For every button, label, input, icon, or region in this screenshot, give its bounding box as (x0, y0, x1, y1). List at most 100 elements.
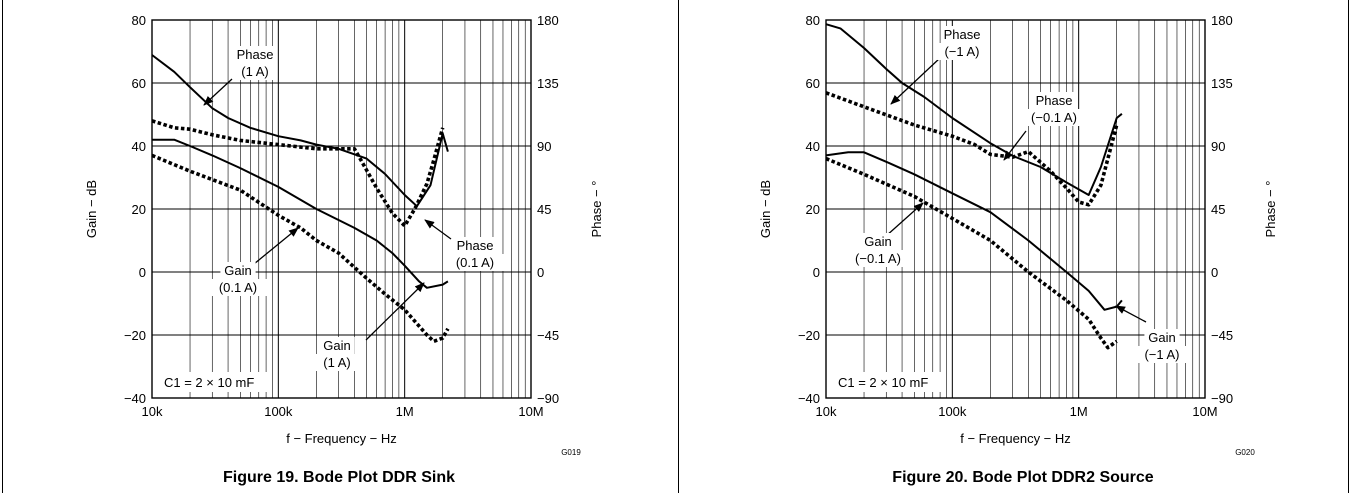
left-border (2, 0, 3, 493)
y-tick-label: 80 (132, 13, 146, 28)
y2-tick-label: 180 (537, 13, 559, 28)
annotation-background (453, 237, 497, 254)
series-annotation-label: (−1 A) (1144, 347, 1179, 362)
x-tick-label: 100k (938, 404, 967, 419)
y-axis-title: Gain − dB (758, 180, 773, 238)
y2-tick-label: −90 (537, 391, 559, 406)
annotation-background (940, 26, 984, 43)
series-annotation-label: Phase (457, 238, 494, 253)
annotation-background (937, 43, 987, 60)
x-tick-label: 10M (1192, 404, 1217, 419)
y-tick-label: 20 (806, 202, 820, 217)
center-divider (678, 0, 679, 493)
series-annotation-label: (0.1 A) (456, 255, 494, 270)
y2-tick-label: 45 (1211, 202, 1225, 217)
annotation-background (315, 354, 359, 371)
y-axis-title: Gain − dB (84, 180, 99, 238)
right-border (1348, 0, 1349, 493)
plot-frame (151, 19, 532, 399)
y-tick-label: −40 (124, 391, 146, 406)
series-annotation-label: (−0.1 A) (855, 251, 901, 266)
y-tick-label: 80 (806, 13, 820, 28)
y-tick-label: 40 (806, 139, 820, 154)
y2-tick-label: 180 (1211, 13, 1233, 28)
y2-tick-label: −45 (537, 328, 559, 343)
y-tick-label: 0 (813, 265, 820, 280)
test-condition-note: C1 = 2 × 10 mF (164, 375, 254, 390)
y2-tick-label: −90 (1211, 391, 1233, 406)
series-annotation-label: Phase (1036, 93, 1073, 108)
annotation-background (220, 262, 256, 279)
figure-caption: Figure 19. Bode Plot DDR Sink (223, 469, 455, 486)
x-tick-label: 1M (396, 404, 414, 419)
x-tick-label: 10k (142, 404, 163, 419)
y2-axis-title: Phase − ° (589, 181, 604, 238)
y2-tick-label: −45 (1211, 328, 1233, 343)
annotation-arrow (1003, 130, 1027, 161)
series-line-4 (825, 156, 1118, 350)
series-line-1 (825, 23, 1123, 196)
y2-tick-label: 135 (1211, 76, 1233, 91)
annotation-background (1032, 92, 1076, 109)
annotation-background (1144, 329, 1180, 346)
annotation-background (1137, 346, 1187, 363)
y2-tick-label: 90 (537, 139, 551, 154)
annotation-arrow (1115, 305, 1147, 323)
annotation-background (860, 233, 896, 250)
annotation-arrow (890, 57, 941, 105)
series-line-3 (825, 151, 1123, 311)
series-annotation-label: (1 A) (241, 64, 268, 79)
annotation-background (233, 46, 277, 63)
y-tick-label: 60 (132, 76, 146, 91)
series-annotation-label: (−1 A) (944, 44, 979, 59)
series-annotation-label: (1 A) (323, 355, 350, 370)
y-tick-label: 40 (132, 139, 146, 154)
annotation-background (233, 63, 277, 80)
series-annotation-label: (−0.1 A) (1031, 110, 1077, 125)
y-tick-label: −20 (798, 328, 820, 343)
series-line-3 (152, 138, 449, 289)
series-annotation-label: Gain (323, 338, 350, 353)
annotation-arrow (203, 78, 233, 106)
series-annotation-label: Phase (237, 47, 274, 62)
y2-tick-label: 135 (537, 76, 559, 91)
y-tick-label: −40 (798, 391, 820, 406)
series-line-2 (151, 119, 445, 228)
annotation-background (209, 279, 267, 296)
bode-chart-2: −40 −20 0 20 40 60 80 −90 −45 0 45 90 135 180 10k 100k 1… (758, 13, 1278, 486)
annotation-arrow (365, 282, 425, 341)
figure-id: G019 (561, 448, 581, 457)
figure-caption: Figure 20. Bode Plot DDR2 Source (892, 469, 1153, 486)
x-tick-label: 10k (816, 404, 837, 419)
y-tick-label: 0 (139, 265, 146, 280)
bode-chart-1: −40 −20 0 20 40 60 80 −90 −45 0 45 90 135 180 10k 100k 1… (84, 13, 604, 486)
y2-tick-label: 45 (537, 202, 551, 217)
y2-tick-label: 0 (537, 265, 544, 280)
y-tick-label: −20 (124, 328, 146, 343)
annotation-arrow (253, 227, 299, 265)
x-axis-title: f − Frequency − Hz (960, 431, 1071, 446)
series-annotation-label: (0.1 A) (219, 280, 257, 295)
annotation-background (446, 254, 504, 271)
series-annotation-label: Gain (1148, 330, 1175, 345)
x-tick-label: 1M (1070, 404, 1088, 419)
series-annotation-label: Gain (864, 234, 891, 249)
note-background (160, 372, 272, 392)
note-background (834, 372, 946, 392)
y2-tick-label: 90 (1211, 139, 1225, 154)
y2-axis-title: Phase − ° (1263, 181, 1278, 238)
annotation-arrow (885, 202, 924, 237)
y-tick-label: 20 (132, 202, 146, 217)
series-annotation-label: Gain (224, 263, 251, 278)
x-tick-label: 10M (518, 404, 543, 419)
figure-id: G020 (1235, 448, 1255, 457)
annotation-background (1021, 109, 1087, 126)
test-condition-note: C1 = 2 × 10 mF (838, 375, 928, 390)
x-tick-label: 100k (264, 404, 293, 419)
y2-tick-label: 0 (1211, 265, 1218, 280)
series-line-1 (151, 54, 449, 208)
x-axis-title: f − Frequency − Hz (286, 431, 397, 446)
y-tick-label: 60 (806, 76, 820, 91)
